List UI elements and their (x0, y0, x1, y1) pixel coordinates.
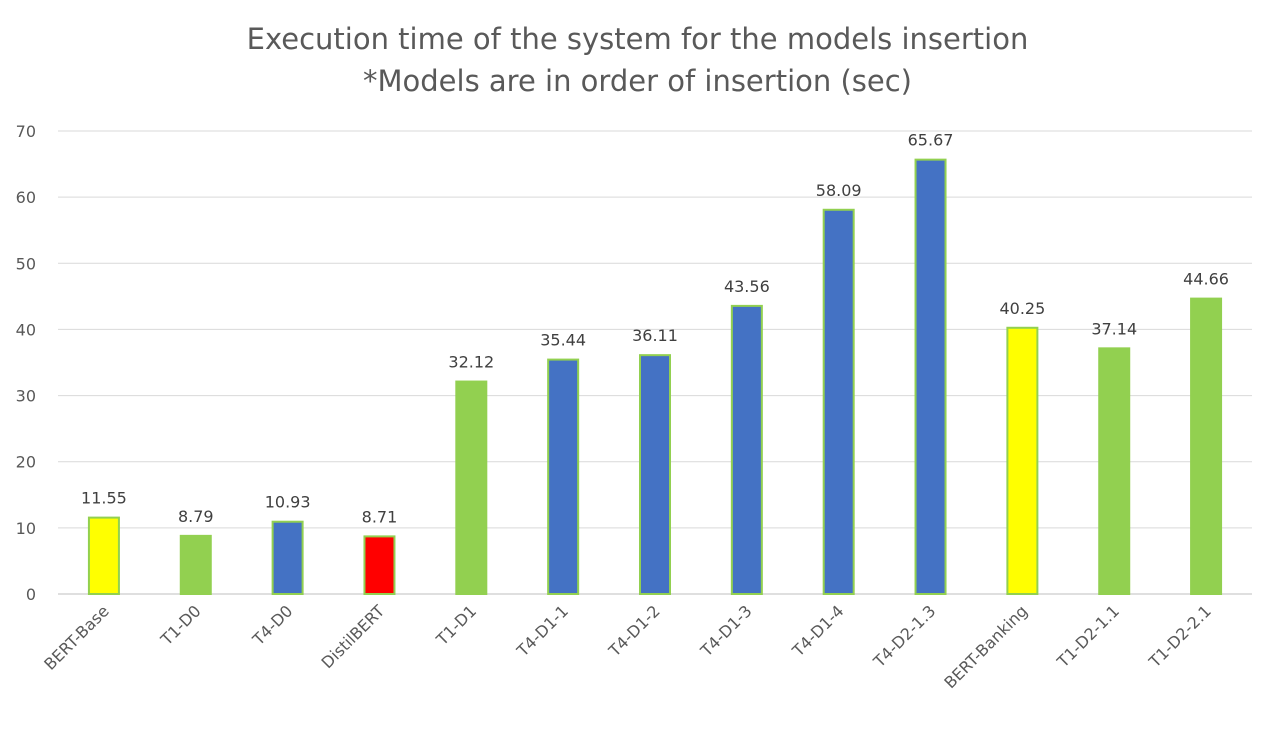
x-tick-label: T4-D1-2 (604, 601, 664, 661)
bar (730, 304, 763, 595)
chart-subtitle: *Models are in order of insertion (sec) (363, 64, 912, 98)
data-label: 8.71 (362, 507, 398, 526)
chart-title-block: Execution time of the system for the mod… (0, 18, 1275, 102)
y-tick-label: 0 (26, 585, 36, 604)
data-label: 10.93 (265, 493, 311, 512)
data-label: 8.79 (178, 507, 214, 526)
y-tick-label: 50 (16, 254, 36, 273)
x-tick-label: BERT-Base (40, 601, 112, 673)
data-label: 11.55 (81, 489, 127, 508)
x-tick-label: T4-D1-4 (788, 601, 848, 661)
chart-title: Execution time of the system for the mod… (246, 22, 1029, 56)
data-label: 58.09 (816, 181, 862, 200)
bar (822, 208, 855, 595)
x-tick-label: T1-D2-1.1 (1053, 601, 1123, 671)
bar (914, 158, 947, 595)
data-label: 32.12 (448, 353, 494, 372)
bar (455, 380, 488, 595)
bar (547, 358, 580, 595)
bar (1190, 297, 1223, 595)
data-label: 43.56 (724, 277, 770, 296)
y-tick-label: 60 (16, 188, 36, 207)
x-tick-label: DistilBERT (318, 601, 389, 672)
x-tick-label: BERT-Banking (940, 601, 1031, 692)
x-tick-label: T4-D1-1 (512, 601, 572, 661)
data-label: 40.25 (999, 299, 1045, 318)
bar (87, 516, 120, 595)
x-tick-label: T4-D2-1.3 (869, 601, 939, 671)
x-tick-label: T1-D2-2.1 (1145, 601, 1215, 671)
y-tick-label: 20 (16, 453, 36, 472)
bar (1098, 347, 1131, 595)
y-tick-label: 10 (16, 519, 36, 538)
data-label: 35.44 (540, 331, 586, 350)
y-tick-label: 30 (16, 387, 36, 406)
bar (363, 535, 396, 596)
y-tick-label: 40 (16, 320, 36, 339)
bar (1006, 326, 1039, 595)
y-tick-label: 70 (16, 122, 36, 141)
bar (639, 354, 671, 595)
x-tick-label: T1-D1 (432, 601, 480, 649)
data-label: 44.66 (1183, 270, 1229, 289)
x-tick-label: T4-D0 (248, 601, 296, 649)
data-label: 36.11 (632, 326, 678, 345)
data-label: 37.14 (1091, 319, 1137, 338)
data-label: 65.67 (908, 131, 954, 150)
bar (179, 534, 212, 595)
x-tick-label: T4-D1-3 (696, 601, 756, 661)
bar (271, 520, 304, 596)
x-tick-label: T1-D0 (156, 601, 204, 649)
